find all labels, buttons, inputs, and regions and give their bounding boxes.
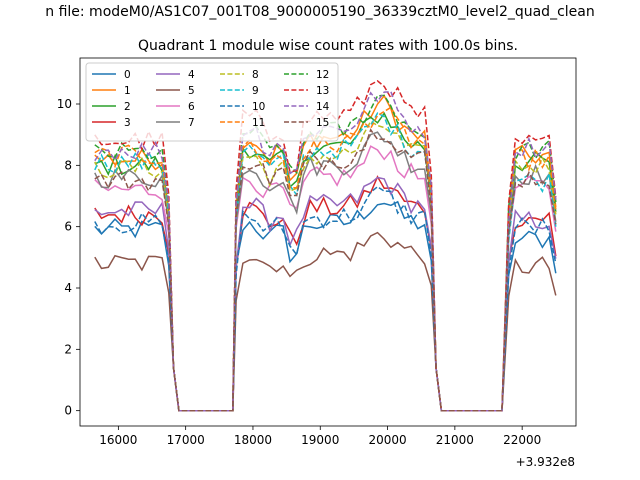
legend-box (85, 62, 339, 142)
legend-label: 3 (124, 117, 131, 129)
chart-title: Quadrant 1 module wise count rates with … (138, 38, 518, 54)
x-tick-label: 21000 (436, 433, 474, 447)
legend-label: 1 (124, 85, 131, 97)
x-offset-label: +3.932e8 (516, 455, 575, 469)
series-line-15 (94, 128, 557, 412)
legend-label: 7 (188, 117, 195, 129)
legend-label: 6 (188, 101, 195, 113)
legend-label: 9 (252, 85, 259, 97)
axes-frame (79, 57, 577, 427)
legend-label: 15 (316, 117, 329, 129)
y-tick-label: 10 (57, 97, 72, 111)
y-tick-label: 2 (64, 342, 72, 356)
legend-label: 5 (188, 85, 195, 97)
x-tick-label: 16000 (99, 433, 137, 447)
legend-label: 13 (316, 85, 329, 97)
legend-label: 0 (124, 69, 131, 81)
x-tick-label: 22000 (503, 433, 541, 447)
x-tick-label: 20000 (368, 433, 406, 447)
y-tick-label: 0 (64, 404, 72, 418)
series-line-9 (94, 112, 557, 412)
legend-label: 2 (124, 101, 131, 113)
legend-label: 11 (252, 117, 265, 129)
x-tick-label: 19000 (301, 433, 339, 447)
axes: 16000 17000 18000 19000 20000 21000 22000 0 2 4 6 8… (57, 57, 577, 447)
y-tick-label: 4 (64, 281, 72, 295)
series-line-5 (94, 231, 557, 412)
legend-label: 4 (188, 69, 195, 81)
x-tick-label: 18000 (234, 433, 272, 447)
figure-suptitle: n file: modeM0/AS1C07_001T08_9000005190_… (45, 4, 594, 20)
x-tick-label: 17000 (167, 433, 205, 447)
legend-label: 10 (252, 101, 265, 113)
y-tick-label: 6 (64, 220, 72, 234)
y-tick-label: 8 (64, 158, 72, 172)
legend-label: 14 (316, 101, 330, 113)
legend-label: 8 (252, 69, 259, 81)
legend-label: 12 (316, 69, 329, 81)
